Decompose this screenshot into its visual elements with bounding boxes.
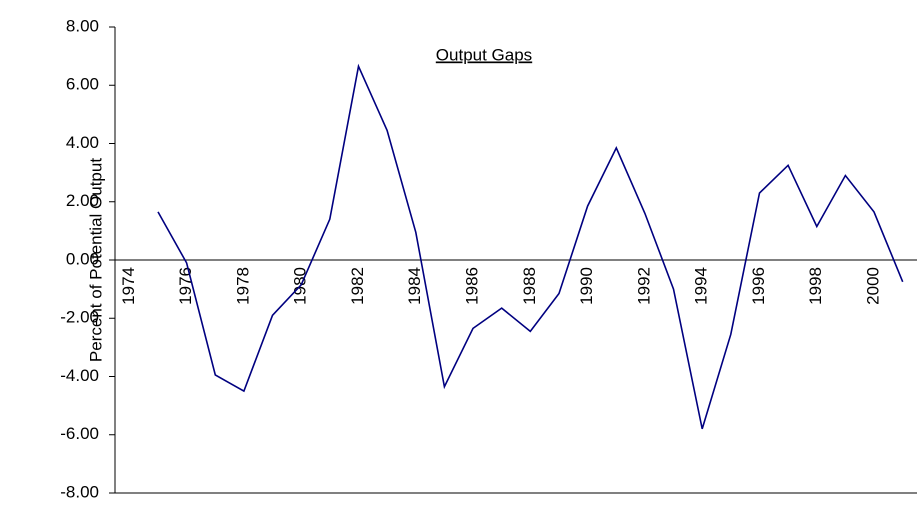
chart-title: Output Gaps	[436, 45, 532, 64]
y-tick-label: 4.00	[66, 133, 99, 152]
y-tick-label: -4.00	[60, 366, 99, 385]
x-tick-label: 1978	[233, 267, 252, 305]
x-tick-label: 1988	[520, 267, 539, 305]
x-tick-label: 2000	[864, 267, 883, 305]
x-tick-label: 1986	[463, 267, 482, 305]
x-tick-label: 1992	[634, 267, 653, 305]
y-tick-label: -8.00	[60, 482, 99, 501]
y-tick-label: -2.00	[60, 308, 99, 327]
y-tick-label: -6.00	[60, 424, 99, 443]
x-tick-label: 1994	[692, 267, 711, 305]
y-tick-label: 0.00	[66, 249, 99, 268]
y-tick-label: 6.00	[66, 75, 99, 94]
x-tick-label: 1990	[577, 267, 596, 305]
y-tick-label: 8.00	[66, 16, 99, 35]
y-tick-label: 2.00	[66, 191, 99, 210]
y-axis-label: Percent of Potential Output	[86, 158, 105, 362]
x-tick-label: 1984	[405, 267, 424, 305]
x-tick-label: 1974	[119, 267, 138, 305]
x-tick-label: 1998	[806, 267, 825, 305]
data-line	[157, 63, 904, 430]
x-tick-label: 1996	[749, 267, 768, 305]
x-tick-label: 1982	[348, 267, 367, 305]
